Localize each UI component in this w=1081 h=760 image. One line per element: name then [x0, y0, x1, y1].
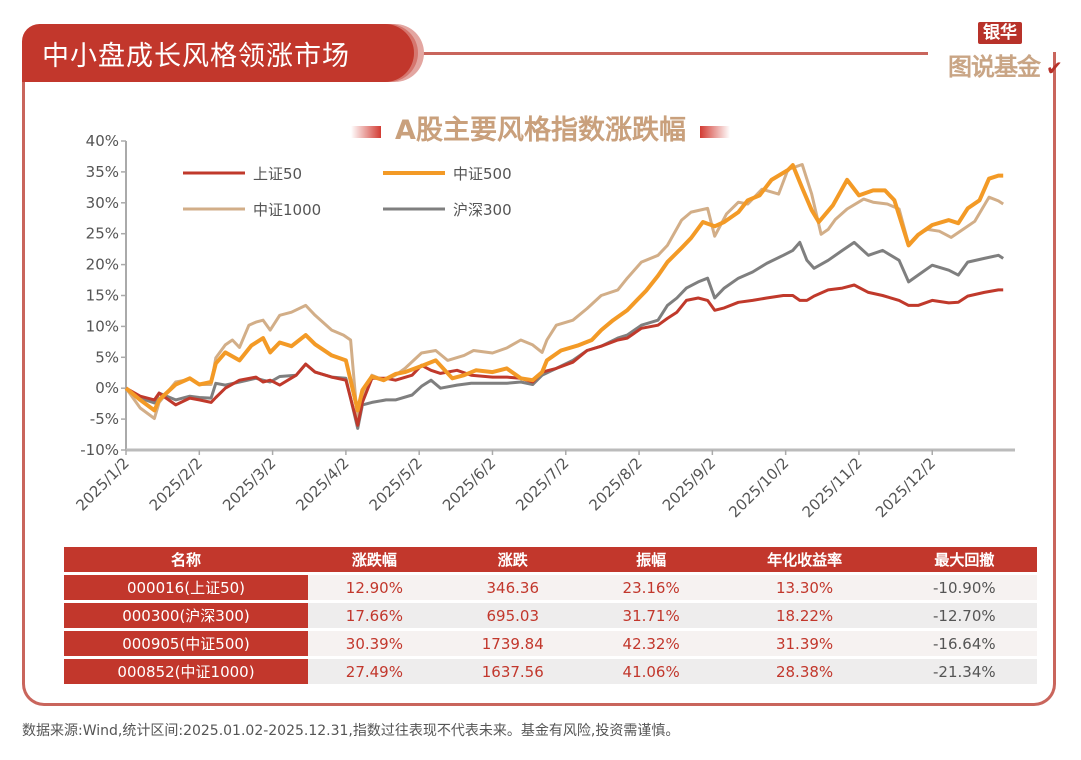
index-name-cell: 000852(中证1000) [64, 659, 308, 684]
logo-brand-text: 银华 [978, 22, 1022, 44]
x-tick-label: 2025/11/2 [799, 454, 866, 521]
y-tick-label: 15% [86, 287, 119, 305]
table-cell: -21.34% [891, 659, 1037, 684]
table-header-cell: 最大回撤 [891, 547, 1037, 572]
page-title: 中小盘成长风格领涨市场 [42, 41, 350, 72]
series-line-3 [125, 240, 1005, 430]
table-header-cell: 年化收益率 [717, 547, 892, 572]
chart-title-row: A股主要风格指数涨跌幅 [0, 108, 1081, 147]
y-tick-label: 40% [86, 132, 119, 150]
table-cell: 695.03 [440, 603, 585, 628]
x-tick-label: 2025/1/2 [72, 454, 132, 514]
y-tick-label: 0% [95, 379, 119, 397]
table-cell: 1739.84 [440, 631, 585, 656]
table-cell: 346.36 [440, 575, 585, 600]
legend-label: 中证1000 [253, 201, 321, 219]
y-tick-label: 30% [86, 194, 119, 212]
table-cell: 17.66% [308, 603, 441, 628]
table-cell: -16.64% [891, 631, 1037, 656]
footer-note: 数据来源:Wind,统计区间:2025.01.02-2025.12.31,指数过… [22, 723, 680, 739]
table-row: 000905(中证500) 30.39% 1739.84 42.32% 31.39% -1… [64, 631, 1037, 656]
header-tab: 中小盘成长风格领涨市场 [22, 24, 414, 82]
x-tick-label: 2025/9/2 [659, 454, 719, 514]
table-cell: 18.22% [717, 603, 892, 628]
table-cell: 28.38% [717, 659, 892, 684]
table-header-cell: 涨跌 [440, 547, 585, 572]
chart-title: A股主要风格指数涨跌幅 [395, 115, 686, 146]
title-decoration-right [699, 125, 730, 138]
logo-subtitle-text: 图说基金 [948, 53, 1041, 81]
x-tick-label: 2025/3/2 [219, 454, 279, 514]
y-tick-label: -10% [80, 441, 119, 459]
y-tick-label: 35% [86, 163, 119, 181]
table-cell: 31.71% [584, 603, 718, 628]
table-header-cell: 涨跌幅 [308, 547, 441, 572]
y-tick-label: -5% [90, 410, 119, 428]
header-divider [418, 52, 928, 55]
x-tick-label: 2025/10/2 [725, 454, 792, 521]
table-cell: 1637.56 [440, 659, 585, 684]
series-line-2 [124, 163, 1005, 424]
y-tick-label: 25% [86, 225, 119, 243]
series-line-1 [124, 163, 1004, 413]
index-name-cell: 000905(中证500) [64, 631, 308, 656]
table-cell: 41.06% [584, 659, 718, 684]
table-cell: 13.30% [717, 575, 892, 600]
frame-edge [1053, 88, 1056, 148]
legend-label: 沪深300 [453, 201, 512, 219]
index-stats-table: 名称 涨跌幅 涨跌 振幅 年化收益率 最大回撤 000016(上证50) 12.90% 346… [64, 544, 1037, 687]
x-tick-label: 2025/2/2 [146, 454, 206, 514]
series-line-0 [125, 283, 1004, 427]
y-tick-label: 20% [86, 256, 119, 274]
table-header-cell: 名称 [64, 547, 308, 572]
table-header-row: 名称 涨跌幅 涨跌 振幅 年化收益率 最大回撤 [64, 547, 1037, 572]
table-row: 000016(上证50) 12.90% 346.36 23.16% 13.30% -10.… [64, 575, 1037, 600]
table-header-cell: 振幅 [584, 547, 718, 572]
x-tick-label: 2025/12/2 [872, 454, 939, 521]
x-tick-label: 2025/6/2 [439, 454, 499, 514]
y-tick-label: 5% [95, 348, 119, 366]
y-tick-label: 10% [86, 317, 119, 335]
x-tick-label: 2025/8/2 [586, 454, 646, 514]
legend-label: 上证50 [253, 165, 302, 183]
index-name-cell: 000300(沪深300) [64, 603, 308, 628]
check-icon: ✔ [1046, 56, 1063, 80]
index-name-cell: 000016(上证50) [64, 575, 308, 600]
x-tick-label: 2025/7/2 [512, 454, 572, 514]
table-cell: 42.32% [584, 631, 718, 656]
content-frame [22, 52, 1056, 706]
title-decoration-left [351, 125, 382, 138]
table-cell: -10.90% [891, 575, 1037, 600]
table-cell: -12.70% [891, 603, 1037, 628]
x-tick-label: 2025/4/2 [292, 454, 352, 514]
x-tick-label: 2025/5/2 [366, 454, 426, 514]
table-cell: 12.90% [308, 575, 441, 600]
table-cell: 30.39% [308, 631, 441, 656]
table-cell: 23.16% [584, 575, 718, 600]
line-chart: -10% -5% 0% 5% 10% 15% 20% 25% 30% 35% 40% 2025/1/2… [72, 132, 1015, 521]
brand-logo: 银华 图说基金 ✔ [948, 22, 1068, 82]
table-cell: 27.49% [308, 659, 441, 684]
table-cell: 31.39% [717, 631, 892, 656]
legend-label: 中证500 [453, 165, 512, 183]
table-row: 000852(中证1000) 27.49% 1637.56 41.06% 28.38% -… [64, 659, 1037, 684]
table-row: 000300(沪深300) 17.66% 695.03 31.71% 18.22% -12… [64, 603, 1037, 628]
